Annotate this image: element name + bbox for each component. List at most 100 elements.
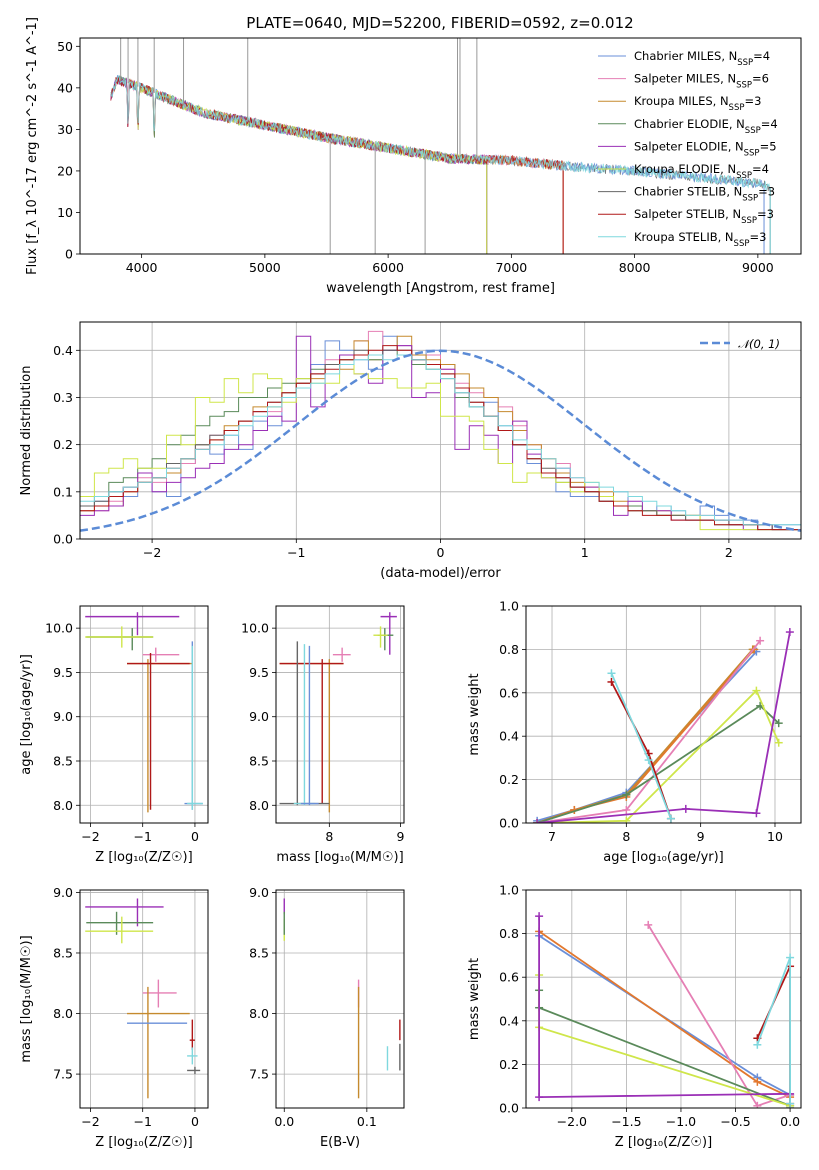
- y-tick-label: 9.0: [53, 709, 73, 724]
- plot-area: [279, 612, 397, 813]
- y-tick-label: 7.5: [53, 1067, 73, 1082]
- y-tick-label: 0.8: [499, 642, 519, 657]
- x-tick-label: 0.0: [780, 1114, 800, 1129]
- weight-marker: [774, 719, 783, 728]
- axes-frame: [275, 605, 405, 824]
- y-axis-label: mass weight: [467, 673, 482, 755]
- weight-marker: [622, 790, 631, 799]
- weight-marker: [622, 816, 631, 823]
- x-tick-label: 8000: [619, 260, 651, 275]
- legend-entry: Kroupa ELODIE, NSSP=4: [634, 162, 769, 181]
- x-axis-label: wavelength [Angstrom, rest frame]: [326, 281, 555, 296]
- legend-entry: Kroupa STELIB, NSSP=3: [634, 230, 766, 249]
- x-tick-label: 7000: [495, 260, 527, 275]
- y-tick-label: 8.0: [53, 1006, 73, 1021]
- x-tick-label: 2: [725, 545, 733, 560]
- weight-marker: [785, 628, 794, 637]
- weight-marker: [666, 814, 675, 823]
- y-tick-label: 0.6: [499, 970, 519, 985]
- y-tick-label: 0.0: [499, 1101, 519, 1116]
- weight-marker: [786, 953, 795, 962]
- panel-age-vs-z: −2 −1 0 8.0 8.5 9.0 9.5 10.0 Z [log₁₀(Z/Z☉)] age …: [19, 605, 209, 865]
- weight-line: [538, 930, 791, 1098]
- legend-entry: Salpeter ELODIE, NSSP=5: [634, 139, 777, 158]
- weight-marker: [622, 805, 631, 814]
- weight-marker: [753, 1101, 762, 1108]
- errorbar-point: [332, 647, 351, 662]
- panel-mass-vs-ebv: 0.0 0.1 7.5 8.0 8.5 9.0 E(B-V): [249, 885, 405, 1150]
- y-tick-label: 8.5: [53, 754, 73, 769]
- x-tick-label: 0.1: [357, 1114, 377, 1129]
- weight-marker: [535, 1093, 544, 1102]
- y-axis-label: mass [log₁₀(M/M☉)]: [19, 935, 34, 1062]
- weight-marker: [644, 756, 653, 765]
- y-tick-label: 0.4: [499, 1013, 519, 1028]
- y-tick-label: 40: [57, 80, 73, 95]
- axes-frame: [79, 889, 209, 1109]
- errorbar-point: [279, 659, 344, 813]
- legend: Chabrier MILES, NSSP=4 Salpeter MILES, NS…: [598, 49, 778, 249]
- weight-line: [538, 975, 791, 1107]
- panel-age-vs-mass: 8 9 8.0 8.5 9.0 9.5 10.0 mass [log₁₀(M/M☉)]: [241, 605, 405, 865]
- grid: [276, 890, 404, 1108]
- errorbar-point: [85, 626, 154, 648]
- y-tick-label: 1.0: [499, 599, 519, 614]
- errorbar-point: [184, 641, 203, 810]
- spectrum-line: [128, 79, 487, 165]
- x-tick-label: 9: [697, 829, 705, 844]
- axes-frame: [525, 605, 802, 824]
- x-axis-label: Z [log₁₀(Z/Z☉)]: [615, 1135, 712, 1150]
- y-tick-label: 0.4: [53, 343, 73, 358]
- weight-marker: [753, 1077, 762, 1086]
- y-tick-label: 9.0: [249, 709, 269, 724]
- errorbar-point: [127, 659, 193, 813]
- plot-area: [80, 330, 801, 532]
- grid: [80, 606, 208, 823]
- weight-marker: [607, 677, 616, 686]
- axes-frame: [525, 889, 802, 1109]
- gaussian-curve: [80, 349, 801, 532]
- x-tick-label: −2: [81, 1114, 99, 1129]
- panel-weight-vs-age: 7 8 9 10 0.0 0.2 0.4 0.6 0.8 1.0 age [log₁₀(age/yr…: [467, 599, 802, 865]
- panel-mass-vs-z: −2 −1 0 7.5 8.0 8.5 9.0 Z [log₁₀(Z/Z☉)] mass [lo…: [19, 885, 209, 1150]
- x-tick-label: 0: [191, 829, 199, 844]
- x-tick-label: 8: [622, 829, 630, 844]
- weight-line: [537, 689, 780, 823]
- x-tick-label: 9000: [742, 260, 774, 275]
- y-tick-label: 8.5: [249, 945, 269, 960]
- y-tick-label: 9.5: [249, 665, 269, 680]
- errorbar-point: [187, 1066, 201, 1075]
- y-tick-label: 7.5: [249, 1067, 269, 1082]
- y-tick-label: 0.2: [499, 772, 519, 787]
- x-tick-label: 5000: [249, 260, 281, 275]
- y-tick-label: 0.2: [53, 437, 73, 452]
- spectrum-line: [110, 74, 771, 192]
- weight-line: [536, 704, 780, 823]
- weight-marker: [752, 809, 761, 818]
- x-tick-label: −1: [133, 829, 151, 844]
- plot-area: [535, 912, 795, 1108]
- legend-entry: Chabrier ELODIE, NSSP=4: [634, 117, 778, 136]
- y-tick-label: 0.8: [499, 926, 519, 941]
- legend-entry: Kroupa MILES, NSSP=3: [634, 94, 761, 113]
- figure-title: PLATE=0640, MJD=52200, FIBERID=0592, z=0…: [246, 14, 633, 32]
- y-tick-label: 8.5: [249, 754, 269, 769]
- plot-area: [110, 38, 771, 254]
- y-tick-label: 0.2: [499, 1057, 519, 1072]
- errorbar-point: [187, 645, 203, 810]
- x-axis-label: E(B-V): [320, 1135, 360, 1150]
- x-axis-label: (data-model)/error: [380, 566, 501, 581]
- errorbar-point: [142, 647, 180, 662]
- histogram-series: [80, 354, 801, 526]
- y-tick-label: 9.5: [53, 665, 73, 680]
- plot-area: [85, 612, 203, 813]
- x-tick-label: −1: [133, 1114, 151, 1129]
- x-tick-label: 10: [767, 829, 783, 844]
- y-axis-label: Flux [f_λ 10^-17 erg cm^-2 s^-1 A^-1]: [25, 17, 40, 275]
- errorbar-point: [189, 1019, 195, 1050]
- x-tick-label: 0.0: [274, 1114, 294, 1129]
- y-tick-label: 10.0: [241, 621, 269, 636]
- x-tick-label: −1: [287, 545, 305, 560]
- errorbar-point: [373, 626, 388, 648]
